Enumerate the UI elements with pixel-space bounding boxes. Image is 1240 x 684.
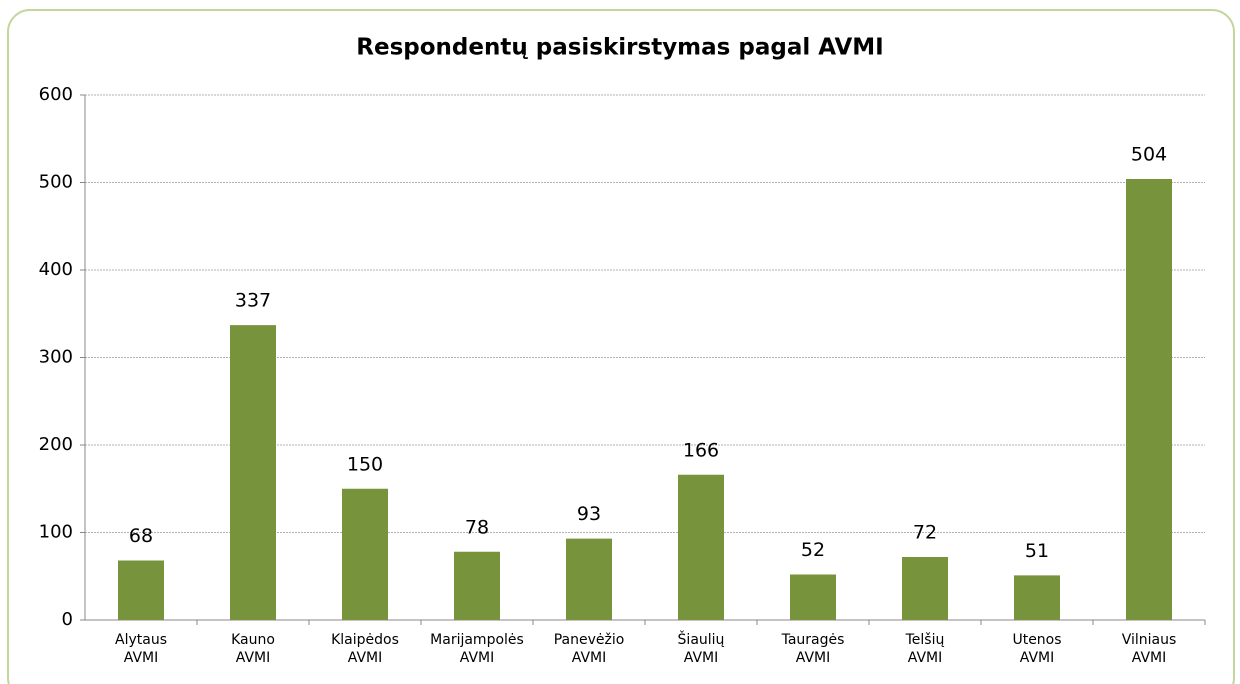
y-tick-label: 400 (39, 259, 73, 280)
value-label: 72 (913, 522, 937, 544)
value-label: 166 (683, 439, 719, 461)
bar (902, 557, 948, 620)
value-label: 68 (129, 525, 153, 547)
y-tick-label: 300 (39, 347, 73, 368)
bar (1014, 575, 1060, 620)
chart-frame (7, 9, 1235, 684)
x-tick-label: Kauno AVMI (231, 632, 275, 666)
bar (1126, 179, 1172, 620)
x-tick-label: Telšių AVMI (905, 632, 945, 666)
x-tick-label: Šiaulių AVMI (678, 630, 725, 666)
value-label: 150 (347, 453, 383, 475)
y-tick-label: 100 (39, 522, 73, 543)
y-tick-label: 500 (39, 172, 73, 193)
x-tick-label: Tauragės AVMI (781, 632, 845, 666)
value-label: 337 (235, 290, 271, 312)
y-tick-label: 200 (39, 434, 73, 455)
bar (454, 551, 500, 620)
bar (230, 325, 276, 620)
y-tick-label: 600 (39, 84, 73, 105)
x-tick-label: Panevėžio AVMI (554, 632, 625, 666)
bar (678, 474, 724, 620)
x-tick-label: Utenos AVMI (1012, 632, 1061, 666)
chart-title: Respondentų pasiskirstymas pagal AVMI (356, 35, 883, 61)
bar (566, 538, 612, 620)
x-tick-label: Alytaus AVMI (115, 632, 167, 666)
value-label: 78 (465, 516, 489, 538)
x-tick-label: Vilniaus AVMI (1122, 632, 1177, 666)
value-label: 51 (1025, 540, 1049, 562)
y-tick-label: 0 (62, 609, 73, 630)
bar (118, 560, 164, 620)
bar (790, 574, 836, 620)
value-label: 52 (801, 539, 825, 561)
value-label: 93 (577, 503, 601, 525)
value-label: 504 (1131, 144, 1167, 166)
x-tick-label: Marijampolės AVMI (430, 632, 524, 666)
bar (342, 488, 388, 620)
x-tick-label: Klaipėdos AVMI (331, 632, 399, 666)
